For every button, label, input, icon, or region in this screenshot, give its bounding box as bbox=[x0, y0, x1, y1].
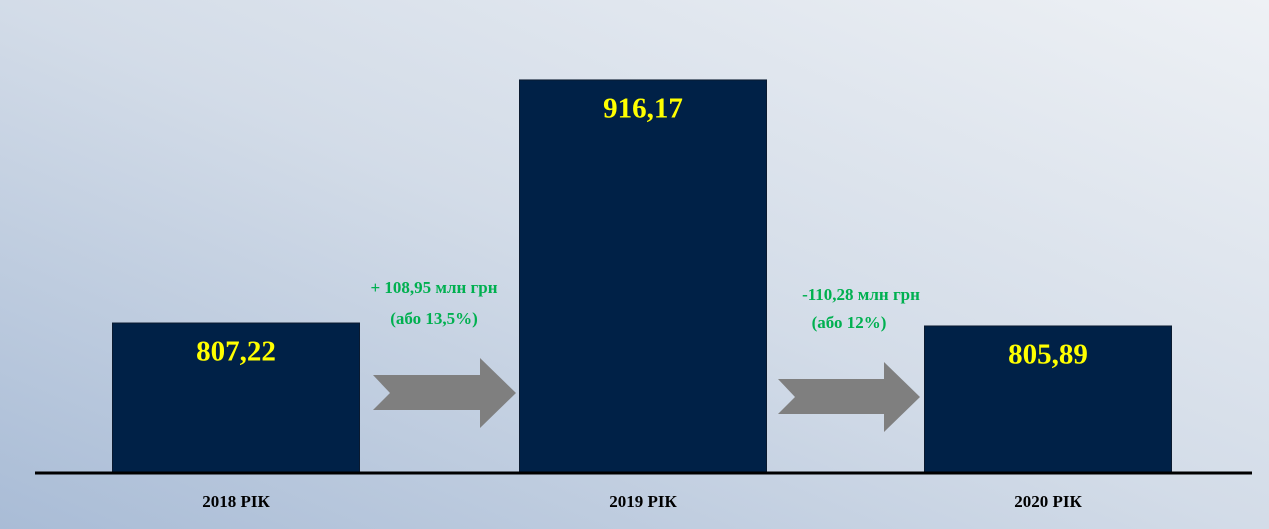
arrow bbox=[778, 362, 920, 432]
x-tick-label: 2020 РІК bbox=[1014, 492, 1082, 511]
arrow bbox=[373, 358, 516, 428]
bar bbox=[924, 325, 1172, 474]
annotation: + 108,95 млн грн bbox=[370, 278, 497, 297]
annotation: (або 12%) bbox=[812, 313, 887, 332]
value-label: 916,17 bbox=[603, 93, 683, 125]
annotation: (або 13,5%) bbox=[390, 309, 478, 328]
x-tick-label: 2019 РІК bbox=[609, 492, 677, 511]
annotation: -110,28 млн грн bbox=[802, 285, 920, 304]
value-label: 807,22 bbox=[196, 336, 276, 368]
bar bbox=[519, 79, 767, 474]
value-label: 805,89 bbox=[1008, 339, 1088, 371]
bar bbox=[112, 322, 360, 474]
x-tick-label: 2018 РІК bbox=[202, 492, 270, 511]
